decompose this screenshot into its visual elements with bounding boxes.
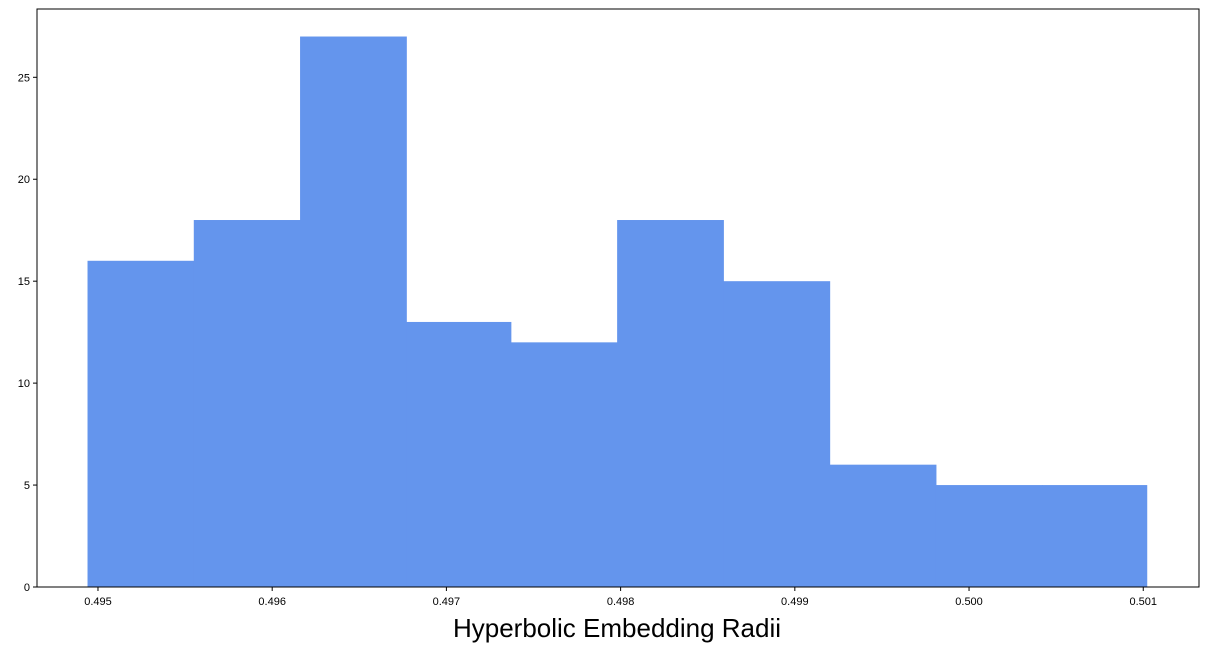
histogram-bar [193, 220, 301, 587]
x-tick-label: 0.499 [781, 596, 809, 608]
histogram-bar [300, 36, 407, 588]
x-tick-label: 0.498 [607, 596, 635, 608]
x-tick-label: 0.495 [84, 596, 112, 608]
x-tick-label: 0.497 [433, 596, 461, 608]
plot-frame [36, 8, 1200, 588]
y-tick-label: 25 [18, 72, 30, 84]
y-tick-label: 15 [18, 276, 30, 288]
histogram-bar [617, 220, 724, 587]
histogram-bar [1042, 485, 1148, 587]
histogram-bar [935, 485, 1043, 587]
y-tick-label: 0 [24, 582, 30, 594]
axes-group: 0.495 0.496 0.497 0.498 0.499 0.500 0.501 0 5 10 1… [18, 8, 1200, 608]
histogram-bar [510, 342, 618, 587]
y-tick-label: 5 [24, 480, 30, 492]
bars-group [87, 36, 1148, 588]
x-tick-label: 0.500 [955, 596, 983, 608]
histogram-bar [723, 281, 831, 587]
x-tick-label: 0.496 [258, 596, 286, 608]
y-tick-label: 20 [18, 174, 30, 186]
histogram-bar [406, 321, 512, 587]
histogram-bar [87, 260, 195, 587]
x-axis-title: Hyperbolic Embedding Radii [453, 613, 781, 643]
histogram-bar [829, 464, 937, 587]
x-tick-label: 0.501 [1129, 596, 1157, 608]
y-tick-label: 10 [18, 378, 30, 390]
